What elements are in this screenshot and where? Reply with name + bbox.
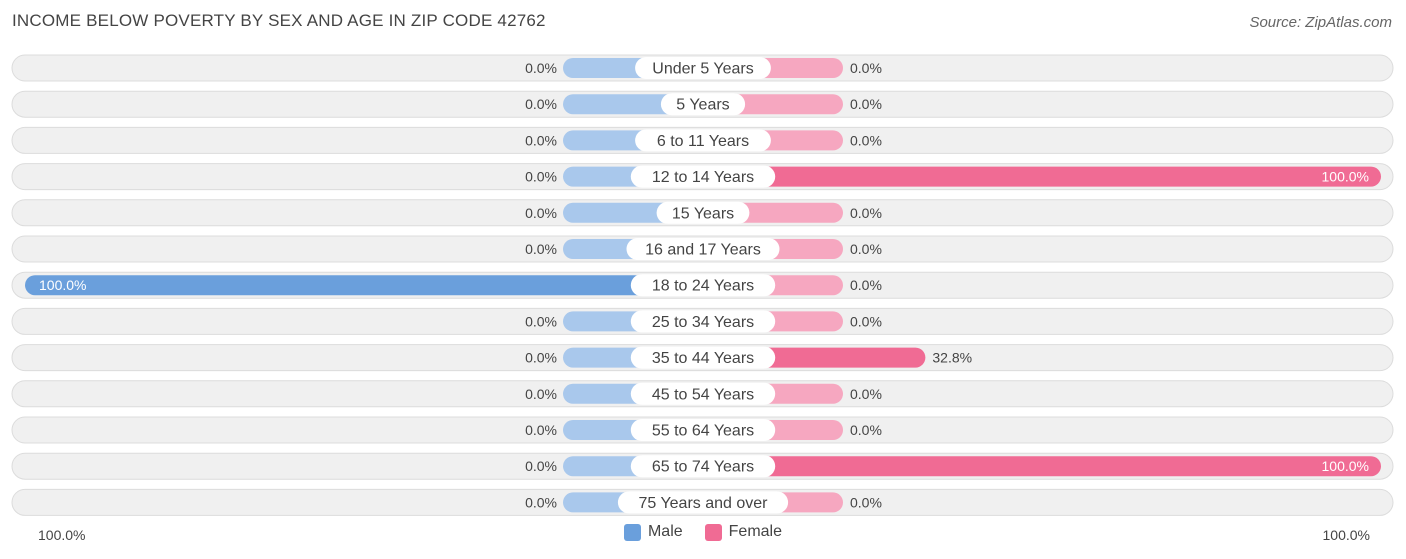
value-label-female: 0.0% [850, 494, 882, 510]
value-label-male: 0.0% [525, 169, 557, 185]
value-label-female: 100.0% [1322, 169, 1369, 185]
category-label: 35 to 44 Years [652, 350, 754, 367]
value-label-female: 0.0% [850, 277, 882, 293]
legend-item-female: Female [704, 523, 783, 541]
value-label-male: 100.0% [39, 277, 86, 293]
category-label: 55 to 64 Years [652, 423, 754, 440]
value-label-male: 0.0% [525, 422, 557, 438]
value-label-female: 0.0% [850, 422, 882, 438]
value-label-male: 0.0% [525, 350, 557, 366]
category-label: 12 to 14 Years [652, 169, 754, 186]
value-label-female: 32.8% [932, 350, 972, 366]
category-pill [660, 93, 746, 116]
legend-label-male: Male [647, 523, 683, 540]
legend-item-male: Male [623, 523, 683, 541]
category-label: 18 to 24 Years [652, 278, 754, 295]
legend-label-female: Female [728, 523, 783, 540]
category-pill [635, 129, 771, 152]
category-label: 25 to 34 Years [652, 314, 754, 331]
category-label: 65 to 74 Years [652, 459, 754, 476]
bar-female [703, 166, 1381, 187]
value-label-male: 0.0% [525, 313, 557, 329]
category-pill [630, 455, 776, 478]
value-label-female: 0.0% [850, 96, 882, 112]
value-label-male: 0.0% [525, 241, 557, 257]
legend: Male Female [0, 523, 1406, 541]
value-label-female: 0.0% [850, 313, 882, 329]
category-pill [656, 201, 750, 224]
category-pill [630, 310, 776, 333]
bar-female [703, 456, 1381, 477]
value-label-male: 0.0% [525, 494, 557, 510]
axis-left-label: 100.0% [38, 527, 86, 543]
category-pill [630, 274, 776, 297]
category-pill [630, 346, 776, 369]
category-label: 15 Years [672, 205, 734, 222]
value-label-male: 0.0% [525, 132, 557, 148]
category-label: 6 to 11 Years [657, 133, 749, 150]
value-label-male: 0.0% [525, 60, 557, 76]
value-label-female: 100.0% [1322, 458, 1369, 474]
value-label-male: 0.0% [525, 205, 557, 221]
value-label-female: 0.0% [850, 205, 882, 221]
category-label: 16 and 17 Years [645, 242, 761, 259]
value-label-female: 0.0% [850, 132, 882, 148]
category-pill [635, 57, 771, 79]
category-pill [630, 382, 776, 405]
bar-male [25, 275, 703, 296]
value-label-female: 0.0% [850, 60, 882, 76]
legend-swatch-male [623, 523, 641, 541]
value-label-male: 0.0% [525, 458, 557, 474]
value-label-female: 0.0% [850, 241, 882, 257]
category-label: 5 Years [676, 97, 729, 114]
category-label: 45 to 54 Years [652, 386, 754, 403]
axis-right-label: 100.0% [1322, 527, 1370, 543]
category-pill [617, 491, 789, 514]
category-pill [626, 238, 780, 260]
value-label-male: 0.0% [525, 386, 557, 402]
value-label-male: 0.0% [525, 96, 557, 112]
category-label: 75 Years and over [639, 495, 769, 512]
value-label-female: 0.0% [850, 386, 882, 402]
category-pill [630, 419, 776, 441]
category-label: Under 5 Years [652, 61, 753, 78]
source-credit: Source: ZipAtlas.com [1249, 14, 1392, 31]
category-pill [630, 165, 776, 188]
chart-canvas: Under 5 Years 0.0% 0.0% 5 Years 0.0% 0.0% 6 to… [11, 54, 1394, 516]
legend-swatch-female [704, 523, 722, 541]
chart-title: INCOME BELOW POVERTY BY SEX AND AGE IN Z… [12, 11, 546, 30]
